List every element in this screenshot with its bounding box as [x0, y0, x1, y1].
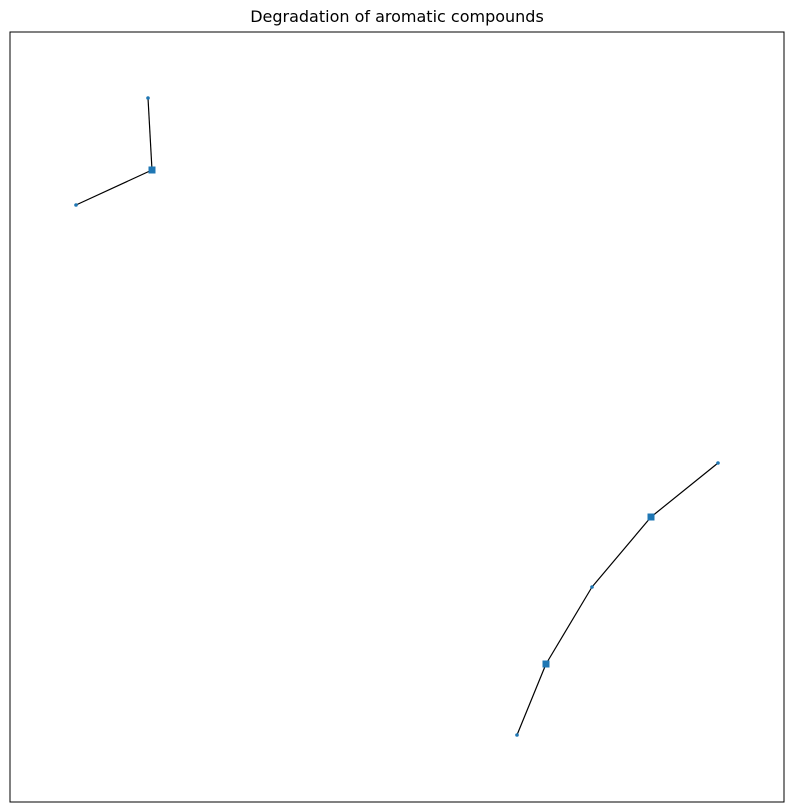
node-square-a2 [148, 166, 156, 174]
edge-a2-a3 [75, 169, 153, 206]
edge-b3-b4 [545, 586, 593, 665]
edge-b4-b5 [516, 663, 547, 736]
node-dot-b5 [515, 733, 519, 737]
node-dot-b3 [590, 585, 594, 589]
nodes-layer [74, 96, 720, 737]
plot-frame [9, 31, 785, 803]
node-dot-b1 [716, 461, 720, 465]
edge-b1-b2 [650, 462, 719, 518]
edge-a1-a2 [147, 97, 153, 171]
edge-b2-b3 [591, 516, 652, 588]
edges-layer [75, 97, 719, 736]
node-square-b4 [542, 660, 550, 668]
node-dot-a3 [74, 203, 78, 207]
figure-title: Degradation of aromatic compounds [250, 7, 544, 26]
node-square-b2 [647, 513, 655, 521]
node-dot-a1 [146, 96, 150, 100]
